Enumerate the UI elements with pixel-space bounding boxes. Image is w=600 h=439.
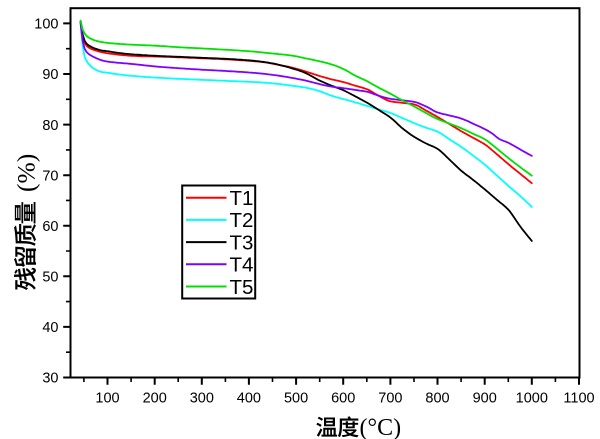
- svg-text:40: 40: [42, 320, 58, 336]
- svg-text:60: 60: [42, 219, 58, 235]
- svg-text:200: 200: [143, 391, 167, 407]
- svg-text:100: 100: [34, 17, 58, 33]
- svg-text:1100: 1100: [563, 391, 594, 407]
- svg-text:30: 30: [42, 371, 58, 387]
- svg-text:T5: T5: [230, 276, 254, 299]
- svg-text:T2: T2: [230, 209, 254, 232]
- svg-text:300: 300: [190, 391, 214, 407]
- svg-text:900: 900: [473, 391, 497, 407]
- svg-text:T3: T3: [230, 231, 254, 254]
- svg-text:(%): (%): [12, 154, 41, 192]
- svg-text:70: 70: [42, 168, 58, 184]
- svg-text:T1: T1: [230, 187, 254, 210]
- svg-text:T4: T4: [230, 254, 254, 277]
- svg-text:400: 400: [237, 391, 261, 407]
- svg-text:500: 500: [284, 391, 308, 407]
- svg-text:90: 90: [42, 67, 58, 83]
- svg-text:100: 100: [95, 391, 119, 407]
- svg-text:800: 800: [425, 391, 449, 407]
- svg-text:50: 50: [42, 270, 58, 286]
- svg-text:700: 700: [378, 391, 402, 407]
- svg-text:1000: 1000: [516, 391, 548, 407]
- svg-text:600: 600: [331, 391, 355, 407]
- svg-text:80: 80: [42, 118, 58, 134]
- svg-text:(°C): (°C): [360, 415, 402, 439]
